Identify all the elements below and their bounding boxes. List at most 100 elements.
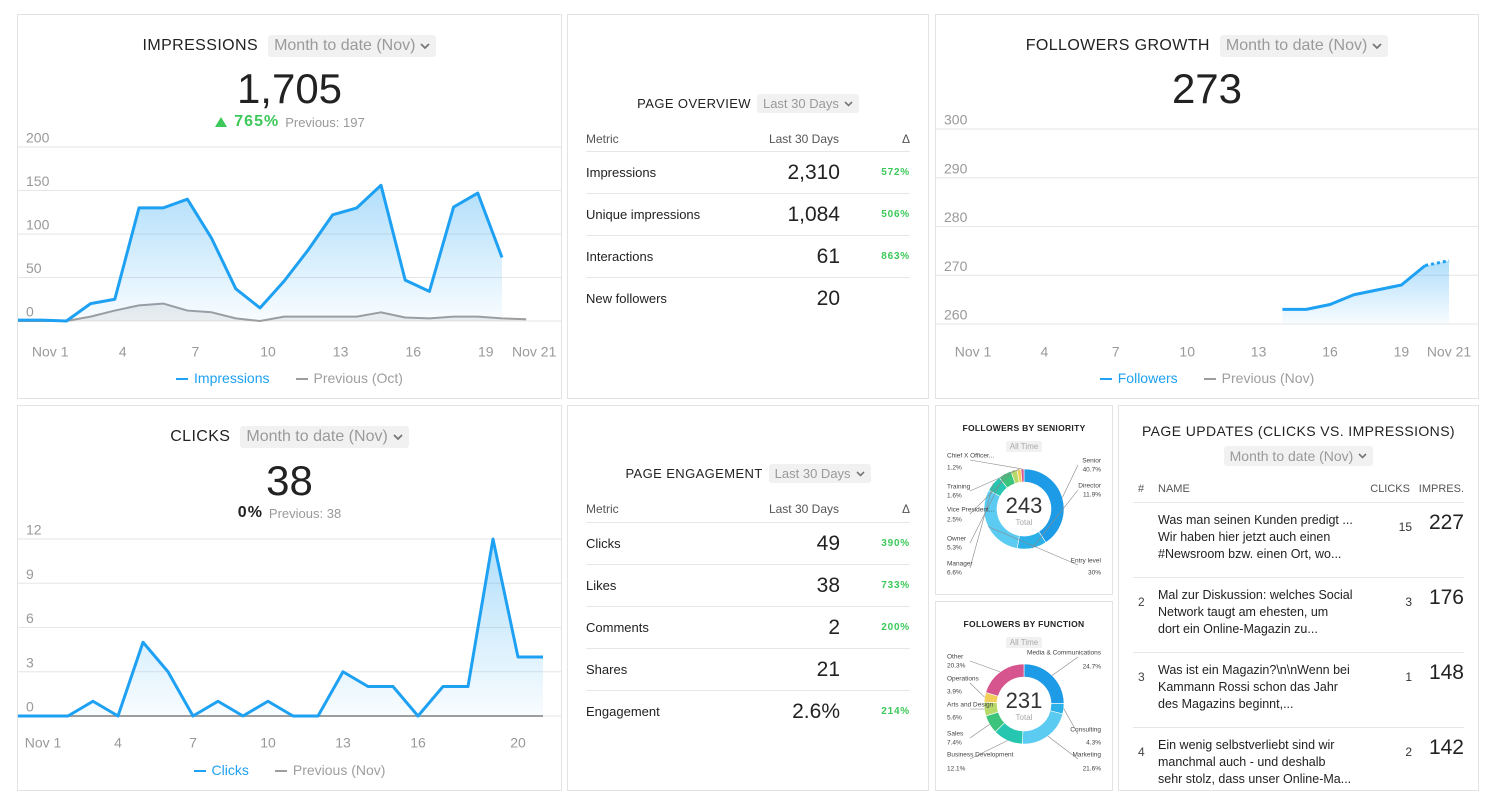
chevron xyxy=(1358,453,1367,459)
legend-swatch xyxy=(274,770,287,773)
donut-total-label: Total xyxy=(1016,518,1033,527)
donut-total: 243 xyxy=(1006,493,1043,518)
period-dropdown[interactable]: Month to date (Nov) xyxy=(1219,35,1389,57)
update-row: 4 Ein wenig selbstverliebt sind wir manch… xyxy=(1133,727,1464,790)
update-impressions: 148 xyxy=(1428,661,1464,684)
line xyxy=(18,537,543,718)
delta-value: 200% xyxy=(881,622,910,633)
period-dropdown[interactable]: Last 30 Days xyxy=(768,464,871,483)
y-tick-label: 200 xyxy=(26,130,50,146)
panel-header: FOLLOWERS GROWTH Month to date (Nov) xyxy=(936,35,1478,57)
panel-title: PAGE OVERVIEW xyxy=(637,96,751,111)
segment-label: Other xyxy=(947,654,964,661)
segment-value: 24.7% xyxy=(1083,664,1102,671)
column-header: # xyxy=(1138,483,1145,495)
period-label: Month to date (Nov) xyxy=(1229,448,1354,464)
period-label: Last 30 Days xyxy=(774,466,851,481)
x-tick-label: 13 xyxy=(1251,344,1267,360)
metric-value: 61 xyxy=(816,245,840,268)
legend-label: Clicks xyxy=(211,762,249,778)
segment-value: 2.5% xyxy=(947,517,962,524)
y-tick-label: 260 xyxy=(944,307,968,323)
column-header: IMPRES. xyxy=(1418,483,1464,495)
legend-item: Clicks xyxy=(193,762,249,778)
period-dropdown[interactable]: Month to date (Nov) xyxy=(240,426,409,448)
metric-delta: 572% xyxy=(877,167,910,178)
x-tick-label: 19 xyxy=(1394,344,1410,360)
leader-line xyxy=(969,459,1023,470)
leader-line xyxy=(969,740,1008,760)
segment-label: Marketing xyxy=(1072,752,1101,759)
leader-line xyxy=(969,682,985,698)
column-header: Metric xyxy=(586,132,619,146)
x-tick-label: Nov 1 xyxy=(955,344,992,360)
metric-delta: 863% xyxy=(877,251,910,262)
metric-name: Interactions xyxy=(586,249,654,264)
leader-line xyxy=(1051,656,1079,676)
update-row: Was man seinen Kunden predigt ... Wir ha… xyxy=(1133,502,1464,578)
y-tick-label: 0 xyxy=(26,699,34,715)
previous-value: Previous: 38 xyxy=(268,505,342,521)
impressions-panel: 0 50 100 150 200 Nov 1 4 7 10 13 16 19 Nov 21 IMPRES… xyxy=(17,14,562,399)
column-header: Δ xyxy=(901,502,910,516)
donut-segment xyxy=(985,663,1025,697)
leader-line xyxy=(969,469,1020,492)
metric-name: Engagement xyxy=(586,704,660,719)
leader-line xyxy=(1063,708,1079,735)
rank: 4 xyxy=(1138,745,1145,759)
metric-name: Impressions xyxy=(586,165,657,180)
change-value: 765% xyxy=(234,113,280,130)
delta-value: 733% xyxy=(881,580,910,591)
rank: 2 xyxy=(1138,595,1145,609)
metric-name: Clicks xyxy=(586,536,621,551)
chevron xyxy=(844,100,853,107)
legend-label: Previous (Nov) xyxy=(292,762,386,778)
legend-swatch xyxy=(1099,378,1112,381)
x-tick-label: 19 xyxy=(478,344,494,360)
panel-header: PAGE OVERVIEW Last 30 Days xyxy=(568,94,928,113)
segment-label: Business Development xyxy=(947,752,1014,759)
legend-swatch xyxy=(295,378,308,381)
legend-item: Followers xyxy=(1099,370,1178,386)
update-clicks: 3 xyxy=(1405,595,1412,609)
segment-value: 6.6% xyxy=(947,570,962,577)
period-label: Month to date (Nov) xyxy=(274,37,416,54)
panel-header: IMPRESSIONS Month to date (Nov) xyxy=(18,35,561,57)
segment-label: Training xyxy=(947,484,971,491)
segment-value: 5.6% xyxy=(947,715,962,722)
metric-value: 20 xyxy=(816,287,840,310)
metric-value: 2.6% xyxy=(792,700,840,723)
metric-name: Comments xyxy=(586,620,649,635)
donut-total-label: Total xyxy=(1016,713,1033,722)
segment-value: 21.6% xyxy=(1083,766,1102,773)
metric-name: Unique impressions xyxy=(586,207,701,222)
segment-label: Manager xyxy=(947,561,973,568)
panel-title: PAGE UPDATES (CLICKS VS. IMPRESSIONS) xyxy=(1141,423,1455,439)
change-line: 0% Previous: 38 xyxy=(18,504,561,522)
area xyxy=(18,185,502,321)
period-dropdown[interactable]: Last 30 Days xyxy=(756,94,859,113)
donut-title: FOLLOWERS BY FUNCTION xyxy=(963,619,1085,629)
period-label: All Time xyxy=(1005,441,1043,452)
y-tick-label: 3 xyxy=(26,654,34,670)
legend-label: Previous (Nov) xyxy=(1221,370,1315,386)
period-dropdown[interactable]: Month to date (Nov) xyxy=(268,35,437,57)
metric-value: 1,084 xyxy=(787,203,840,226)
segment-label: Operations xyxy=(947,676,980,683)
period-label: Month to date (Nov) xyxy=(246,428,388,445)
clicks-chart: 0 3 6 9 12 Nov 1 4 7 10 13 16 20 xyxy=(18,522,561,751)
y-tick-label: 290 xyxy=(944,160,968,176)
headline-value: 38 xyxy=(266,457,313,504)
x-tick-label: 16 xyxy=(405,344,421,360)
period-label: Month to date (Nov) xyxy=(1225,37,1368,54)
segment-label: Vice President... xyxy=(947,507,994,514)
period-dropdown[interactable]: Month to date (Nov) xyxy=(1223,446,1374,466)
chevron xyxy=(855,470,865,477)
segment-value: 40.7% xyxy=(1083,467,1102,474)
headline-value: 1,705 xyxy=(236,65,343,112)
metric-name: Shares xyxy=(586,662,628,677)
column-header: CLICKS xyxy=(1370,483,1410,495)
y-tick-label: 50 xyxy=(26,260,42,276)
column-header: Δ xyxy=(901,132,910,146)
